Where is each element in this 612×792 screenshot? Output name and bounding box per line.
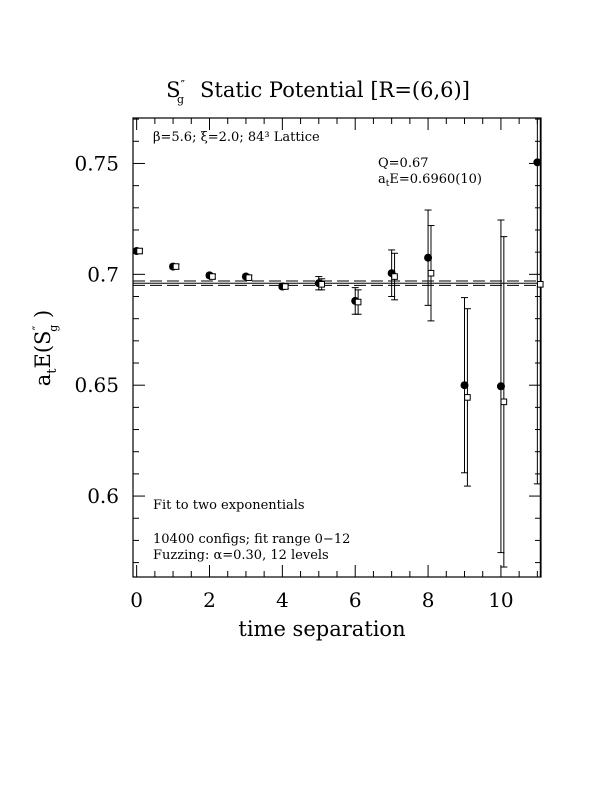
data-point <box>281 283 289 290</box>
y-label-suffix: ) <box>31 310 55 325</box>
point-marker-square <box>391 273 398 280</box>
data-point <box>354 289 362 315</box>
data-point <box>500 236 508 568</box>
point-marker-square <box>136 247 143 255</box>
point-marker-square <box>427 269 435 277</box>
configs-annotation: 10400 configs; fit range 0−12 <box>153 532 350 547</box>
data-point <box>496 219 505 554</box>
point-marker-square <box>464 394 471 401</box>
lattice-annotation: β=5.6; ξ=2.0; 84³ Lattice <box>153 130 320 145</box>
point-marker-square <box>245 274 253 281</box>
data-point <box>536 118 544 577</box>
x-tick-label: 4 <box>276 588 289 612</box>
y-tick-label: 0.65 <box>74 373 119 397</box>
data-point <box>136 247 144 255</box>
point-marker-circle <box>424 253 433 262</box>
data-point <box>460 297 469 474</box>
x-tick-label: 2 <box>203 588 216 612</box>
data-point <box>318 278 326 291</box>
title-symbol: S <box>166 78 180 102</box>
title-text: Static Potential [R=(6,6)] <box>200 78 470 102</box>
point-marker-square <box>536 281 544 288</box>
fit-value-sub: t <box>386 179 390 189</box>
y-label-prefix: a <box>31 374 55 387</box>
y-label-body-sup: ″ <box>31 326 46 331</box>
y-tick-label: 0.6 <box>87 484 119 508</box>
data-point <box>245 274 253 281</box>
fit-band <box>133 280 541 286</box>
data-point <box>391 252 399 301</box>
point-marker-square <box>318 281 325 288</box>
point-marker-square <box>500 398 508 406</box>
point-marker-circle <box>496 382 505 391</box>
point-marker-square <box>281 283 289 290</box>
data-point <box>208 273 216 280</box>
y-label-body: E(S <box>31 331 55 369</box>
point-marker-circle <box>460 381 469 390</box>
chart-title: S″ g Static Potential [R=(6,6)] <box>166 78 470 106</box>
x-tick-label: 10 <box>488 588 513 612</box>
fit-value-annotation: atE=0.6960(10) <box>378 172 482 189</box>
y-tick-label: 0.7 <box>87 262 119 286</box>
data-point <box>427 225 435 322</box>
x-tick-label: 6 <box>349 588 362 612</box>
fuzzing-annotation: Fuzzing: α=0.30, 12 levels <box>153 548 329 563</box>
fit-type-annotation: Fit to two exponentials <box>153 498 305 513</box>
point-marker-square <box>354 298 362 306</box>
fit-value-rest: E=0.6960(10) <box>389 172 482 187</box>
point-marker-circle <box>533 158 542 167</box>
title-symbol-sub: g <box>177 93 184 106</box>
data-point <box>533 118 542 485</box>
y-axis-label: atE(S″g ) <box>31 310 60 386</box>
fit-value-prefix: a <box>378 172 386 187</box>
data-point <box>172 263 180 270</box>
point-marker-square <box>172 263 180 270</box>
point-marker-square <box>209 273 216 280</box>
q-annotation: Q=0.67 <box>378 156 429 171</box>
axis-tick-labels: 0 2 4 6 8 10 0.6 0.65 0.7 0.75 <box>74 151 513 612</box>
y-tick-label: 0.75 <box>74 151 119 175</box>
data-points <box>132 118 544 577</box>
x-tick-label: 8 <box>422 588 435 612</box>
title-symbol-sup: ″ <box>180 78 185 92</box>
data-point <box>463 308 471 487</box>
y-label-prefix-sub: t <box>45 368 60 374</box>
x-tick-label: 0 <box>130 588 143 612</box>
x-axis-label: time separation <box>238 617 405 641</box>
y-label-body-sub: g <box>47 325 60 332</box>
